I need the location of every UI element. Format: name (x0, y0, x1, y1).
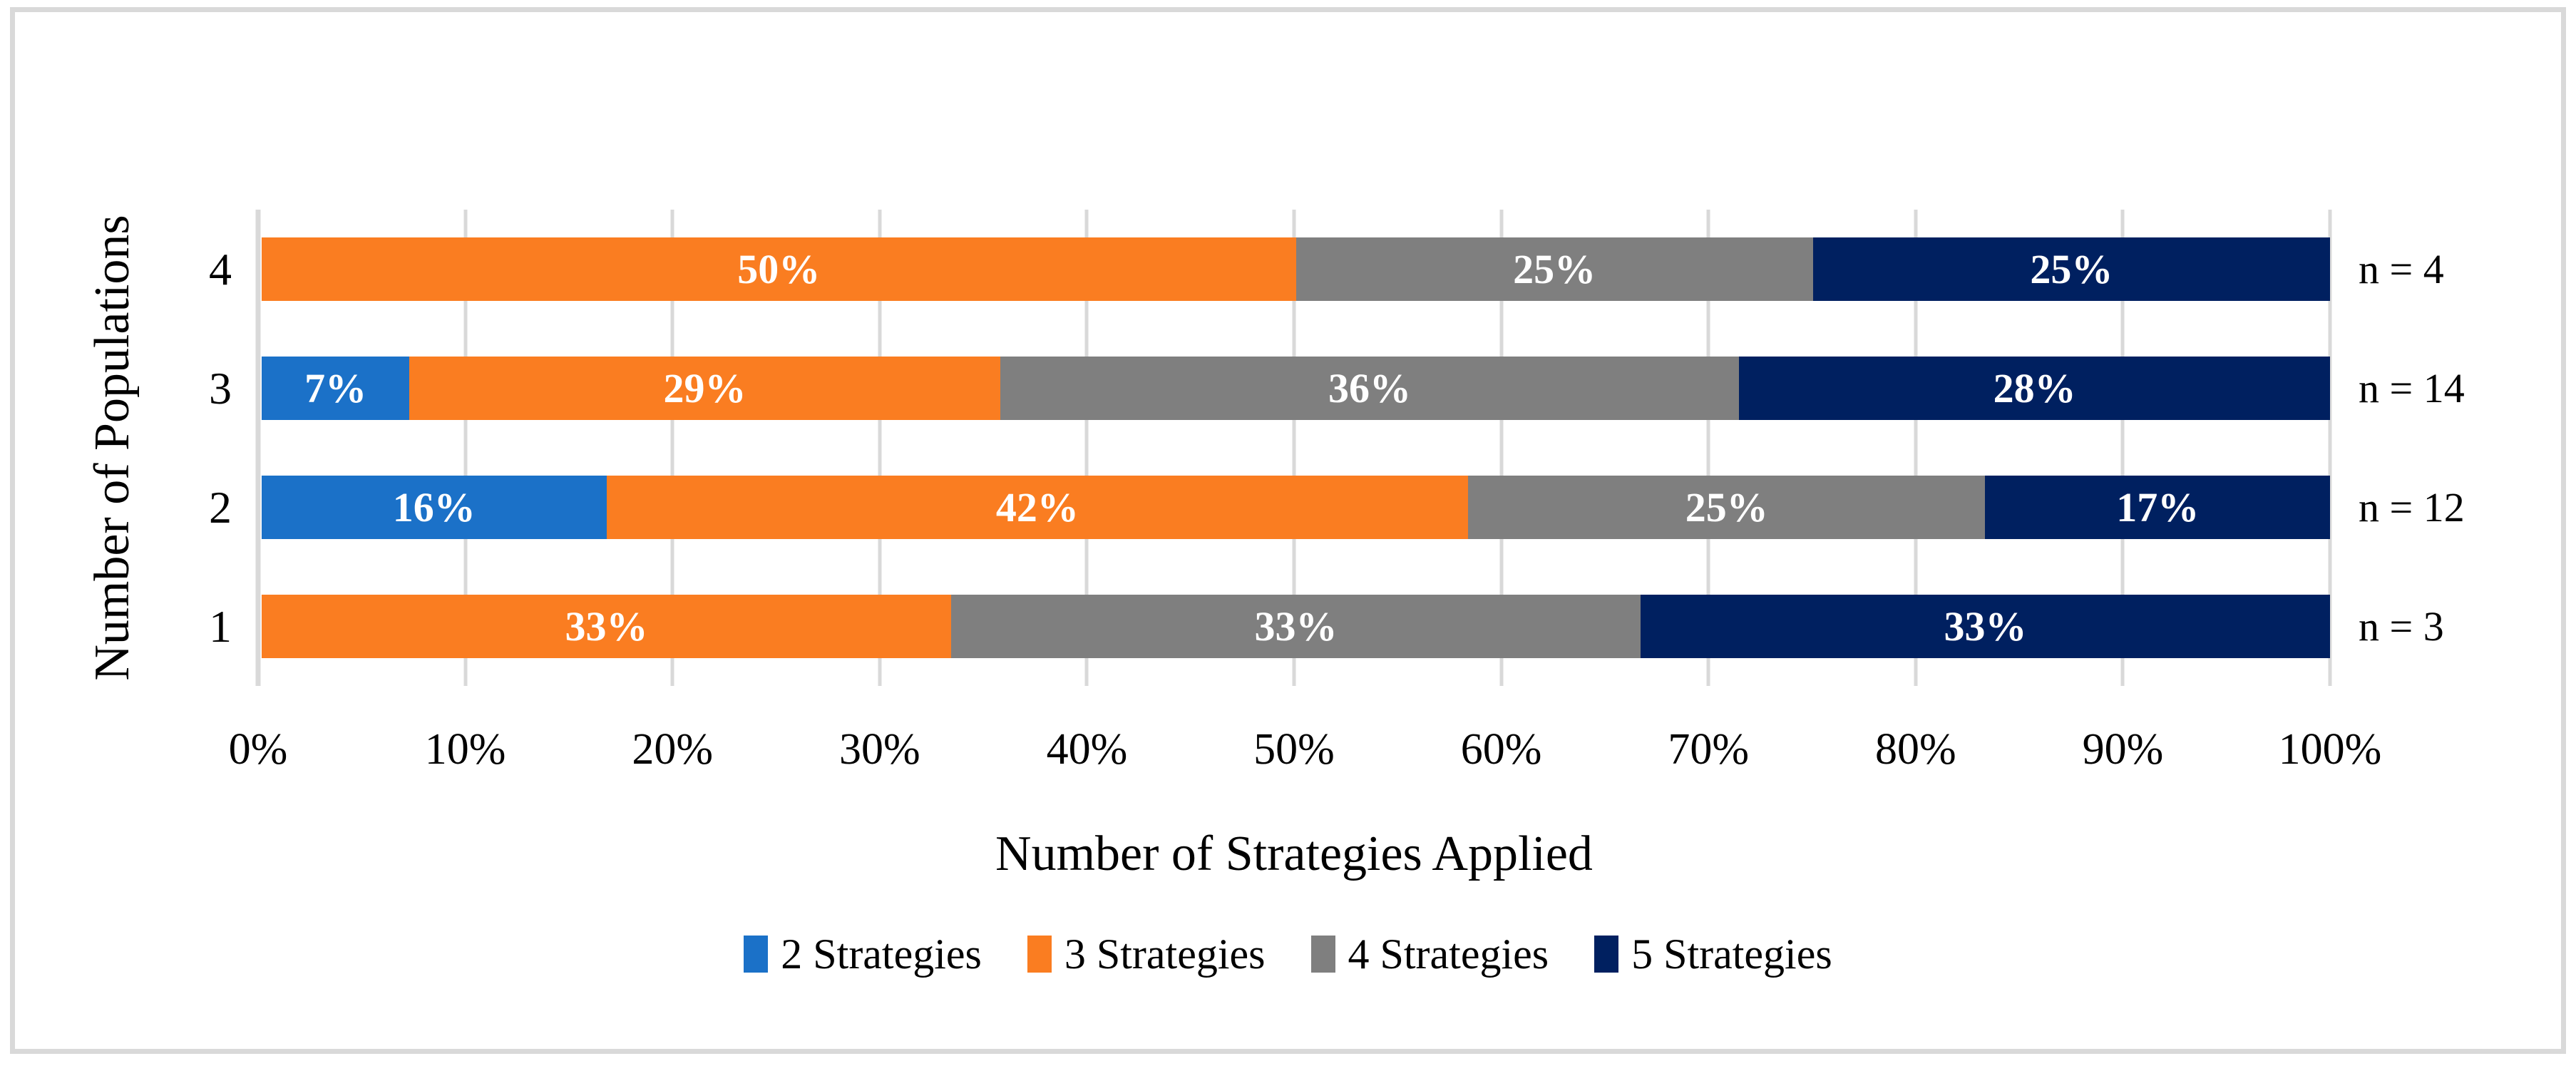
bar-row-population-4: 50% 25% 25% (262, 237, 2330, 301)
bar-segment-4-strategies: 33% (950, 595, 1641, 658)
legend-item-5-strategies: 5 Strategies (1594, 930, 1832, 979)
bar-segment-value-label: 7% (304, 365, 367, 411)
legend-swatch-icon (1027, 936, 1052, 973)
bar-segment-3-strategies: 29% (409, 357, 1000, 420)
bar-segment-5-strategies: 28% (1739, 357, 2330, 420)
bar-segment-3-strategies: 42% (606, 476, 1469, 539)
n-count-label: n = 12 (2359, 483, 2465, 531)
bar-segment-5-strategies: 25% (1812, 237, 2330, 301)
gridline-50% (1292, 210, 1296, 686)
legend-label: 3 Strategies (1064, 930, 1266, 978)
legend: 2 Strategies 3 Strategies 4 Strategies 5 St… (0, 926, 2576, 983)
bar-segment-value-label: 29% (663, 365, 746, 411)
y-axis-line (255, 210, 261, 686)
gridline-20% (670, 210, 674, 686)
x-tick-label-60%: 60% (1460, 725, 1542, 774)
category-label-1: 1 (209, 600, 232, 652)
x-tick-label-20%: 20% (632, 725, 714, 774)
bar-row-population-3: 7% 29% 36% 28% (262, 357, 2330, 420)
category-label-4: 4 (209, 243, 232, 294)
x-tick-label-0%: 0% (228, 725, 288, 774)
x-tick-label-80%: 80% (1874, 725, 1956, 774)
n-count-label: n = 14 (2359, 364, 2465, 411)
legend-label: 4 Strategies (1348, 930, 1549, 978)
gridline-70% (1706, 210, 1710, 686)
bar-segment-value-label: 33% (565, 603, 648, 650)
gridline-30% (878, 210, 882, 686)
bar-row-population-1: 33% 33% 33% (262, 595, 2330, 658)
bar-segment-5-strategies: 33% (1641, 595, 2330, 658)
legend-label: 2 Strategies (781, 930, 982, 978)
gridline-100% (2328, 210, 2332, 686)
bar-segment-4-strategies: 36% (1000, 357, 1740, 420)
bar-row-population-2: 16% 42% 25% 17% (262, 476, 2330, 539)
bar-segment-value-label: 28% (1993, 365, 2076, 411)
bar-segment-4-strategies: 25% (1295, 237, 1813, 301)
bar-segment-value-label: 36% (1328, 365, 1412, 411)
legend-swatch-icon (1594, 936, 1619, 973)
gridline-90% (2120, 210, 2125, 686)
plot-area: 50% 25% 25% 7% 29% 36% 28% 16% 42% 25% 17% 33% 33% 33… (255, 210, 2332, 686)
x-tick-label-50%: 50% (1253, 725, 1335, 774)
n-count-label: n = 4 (2359, 245, 2444, 292)
legend-swatch-icon (1310, 936, 1335, 973)
x-tick-label-30%: 30% (838, 725, 920, 774)
n-count-label: n = 3 (2359, 603, 2444, 650)
bar-segment-value-label: 25% (1685, 484, 1768, 531)
legend-label: 5 Strategies (1631, 930, 1832, 978)
x-axis-title: Number of Strategies Applied (995, 826, 1593, 881)
bar-segment-value-label: 25% (2030, 246, 2113, 292)
bar-segment-value-label: 33% (1944, 603, 2027, 650)
bar-segment-2-strategies: 16% (262, 476, 607, 539)
bar-segment-2-strategies: 7% (262, 357, 410, 420)
bar-segment-value-label: 42% (995, 484, 1079, 531)
category-label-2: 2 (209, 481, 232, 533)
gridline-40% (1084, 210, 1089, 686)
bar-segment-value-label: 25% (1513, 246, 1596, 292)
legend-swatch-icon (744, 936, 769, 973)
bar-segment-value-label: 17% (2116, 484, 2200, 531)
x-tick-label-40%: 40% (1046, 725, 1128, 774)
gridline-60% (1499, 210, 1504, 686)
bar-segment-value-label: 16% (392, 484, 476, 531)
legend-item-4-strategies: 4 Strategies (1310, 930, 1549, 979)
bar-segment-5-strategies: 17% (1985, 476, 2330, 539)
bar-segment-value-label: 50% (737, 246, 821, 292)
legend-item-3-strategies: 3 Strategies (1027, 930, 1266, 979)
gridline-10% (463, 210, 468, 686)
x-tick-label-70%: 70% (1668, 725, 1750, 774)
gridline-80% (1914, 210, 1918, 686)
x-tick-label-10%: 10% (424, 725, 506, 774)
legend-item-2-strategies: 2 Strategies (744, 930, 982, 979)
bar-segment-3-strategies: 33% (262, 595, 951, 658)
x-tick-label-100%: 100% (2278, 725, 2382, 774)
bar-segment-value-label: 33% (1254, 603, 1338, 650)
category-label-3: 3 (209, 362, 232, 414)
bar-segment-4-strategies: 25% (1468, 476, 1986, 539)
bar-segment-3-strategies: 50% (262, 237, 1296, 301)
x-tick-label-90%: 90% (2082, 725, 2164, 774)
